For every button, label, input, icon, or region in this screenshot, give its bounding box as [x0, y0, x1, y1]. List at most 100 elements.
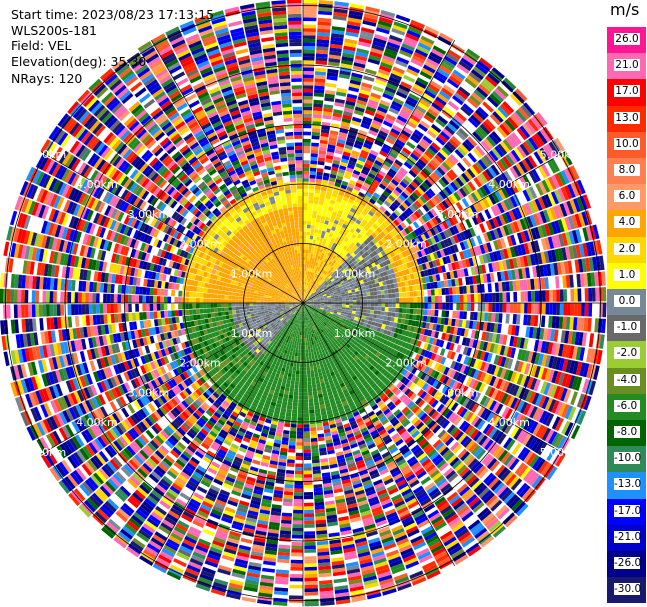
- velocity-gate: [314, 185, 321, 191]
- velocity-gate: [518, 268, 523, 280]
- velocity-gate: [368, 210, 375, 217]
- velocity-gate: [459, 294, 464, 303]
- velocity-gate: [421, 67, 434, 77]
- velocity-gate: [361, 82, 373, 89]
- velocity-gate: [492, 251, 499, 262]
- velocity-gate: [530, 315, 535, 326]
- velocity-gate: [433, 346, 439, 354]
- velocity-gate: [294, 384, 299, 389]
- velocity-gate: [386, 269, 392, 275]
- velocity-gate: [568, 345, 575, 359]
- velocity-gate: [500, 393, 509, 405]
- velocity-gate: [575, 361, 583, 376]
- velocity-gate: [317, 303, 321, 305]
- velocity-gate: [309, 287, 312, 291]
- velocity-gate: [380, 147, 390, 155]
- velocity-gate: [410, 19, 425, 29]
- velocity-gate: [347, 20, 361, 27]
- velocity-gate: [303, 456, 312, 461]
- velocity-gate: [400, 222, 407, 229]
- velocity-gate: [367, 172, 376, 179]
- velocity-gate: [361, 275, 367, 280]
- velocity-gate: [463, 365, 470, 375]
- velocity-gate: [327, 306, 332, 309]
- velocity-gate: [327, 304, 332, 306]
- velocity-gate: [398, 194, 406, 202]
- velocity-gate: [298, 349, 301, 353]
- velocity-gate: [307, 260, 310, 265]
- velocity-gate: [487, 312, 492, 322]
- velocity-gate: [324, 297, 328, 300]
- velocity-gate: [382, 177, 391, 185]
- velocity-gate: [396, 56, 410, 65]
- velocity-gate: [320, 304, 325, 307]
- velocity-gate: [296, 345, 299, 350]
- velocity-gate: [533, 151, 544, 165]
- velocity-gate: [303, 288, 305, 293]
- velocity-gate: [364, 139, 374, 147]
- velocity-gate: [289, 365, 293, 370]
- velocity-gate: [340, 267, 345, 272]
- velocity-gate: [303, 370, 307, 375]
- velocity-gate: [568, 375, 576, 389]
- velocity-gate: [552, 303, 557, 315]
- velocity-gate: [309, 359, 313, 364]
- velocity-gate: [305, 345, 308, 350]
- velocity-gate: [579, 362, 586, 377]
- velocity-gate: [525, 326, 531, 338]
- velocity-gate: [523, 314, 528, 326]
- velocity-gate: [527, 303, 532, 314]
- velocity-gate: [312, 276, 315, 281]
- velocity-gate: [588, 303, 593, 317]
- velocity-gate: [379, 337, 385, 344]
- velocity-gate: [364, 319, 369, 324]
- velocity-gate: [425, 25, 440, 36]
- velocity-gate: [398, 287, 403, 293]
- velocity-gate: [391, 293, 396, 298]
- velocity-gate: [430, 208, 438, 217]
- velocity-gate: [375, 109, 387, 117]
- velocity-gate: [390, 148, 400, 156]
- velocity-gate: [345, 262, 350, 267]
- velocity-gate: [381, 266, 387, 272]
- velocity-gate: [466, 168, 476, 179]
- velocity-gate: [298, 342, 301, 346]
- velocity-gate: [446, 207, 454, 217]
- velocity-gate: [332, 274, 337, 279]
- velocity-gate: [422, 64, 436, 74]
- velocity-gate: [289, 438, 296, 442]
- velocity-gate: [389, 244, 396, 251]
- velocity-gate: [360, 303, 364, 306]
- velocity-gate: [330, 214, 336, 220]
- velocity-gate: [544, 397, 553, 411]
- velocity-gate: [303, 470, 312, 475]
- velocity-gate: [393, 199, 401, 207]
- velocity-gate: [378, 281, 384, 287]
- velocity-gate: [476, 350, 483, 360]
- velocity-gate: [468, 276, 474, 285]
- velocity-gate: [467, 117, 479, 128]
- velocity-gate: [453, 327, 459, 335]
- velocity-gate: [303, 170, 310, 175]
- velocity-gate: [305, 293, 308, 297]
- velocity-gate: [405, 330, 410, 337]
- velocity-gate: [395, 298, 400, 303]
- velocity-gate: [494, 313, 500, 323]
- velocity-gate: [488, 133, 500, 145]
- velocity-gate: [379, 231, 386, 238]
- velocity-gate: [392, 322, 398, 328]
- velocity-gate: [565, 344, 571, 358]
- velocity-gate: [333, 239, 339, 245]
- velocity-gate: [389, 279, 394, 284]
- velocity-gate: [408, 240, 414, 248]
- velocity-gate: [355, 294, 360, 298]
- velocity-gate: [303, 388, 308, 393]
- velocity-gate: [314, 189, 321, 194]
- velocity-gate: [303, 431, 310, 436]
- velocity-gate: [313, 281, 317, 285]
- velocity-gate: [303, 92, 313, 97]
- velocity-gate: [503, 225, 510, 236]
- velocity-gate: [309, 257, 313, 262]
- velocity-gate: [367, 320, 372, 325]
- velocity-gate: [456, 372, 463, 382]
